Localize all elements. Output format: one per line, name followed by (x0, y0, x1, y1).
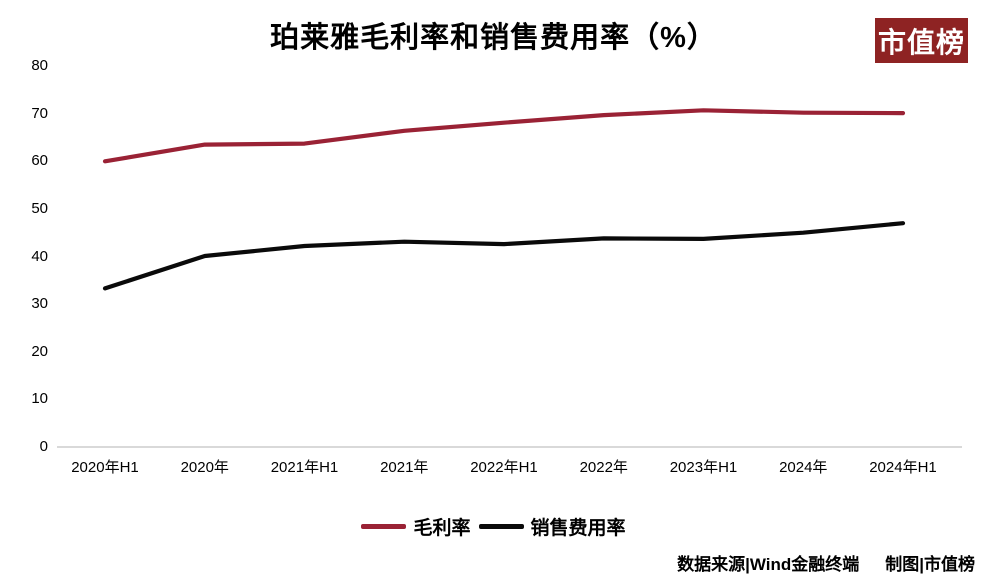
x-axis-category-label: 2024年H1 (869, 459, 937, 476)
y-axis-tick-label: 80 (31, 57, 48, 74)
legend: 毛利率 销售费用率 (0, 513, 987, 540)
x-axis-category-label: 2020年H1 (71, 459, 139, 476)
y-axis-tick-label: 50 (31, 199, 48, 217)
x-axis-category-label: 2022年H1 (470, 459, 538, 476)
x-axis-category-label: 2020年 (180, 459, 229, 476)
y-axis-tick-label: 20 (31, 342, 48, 360)
series-line-selling-expense-ratio (102, 221, 906, 291)
x-axis-category-label: 2021年 (380, 459, 429, 476)
selling-expense-line-swatch (478, 524, 524, 529)
chart-area: 0 10 20 30 40 50 60 70 80 2020年H1 2020年 2021年H1 202… (31, 57, 962, 476)
y-axis-tick-label: 30 (31, 295, 48, 313)
gross-margin-line-swatch (361, 524, 407, 529)
y-axis-tick-label: 0 (39, 438, 48, 455)
footer-credits: 数据来源|Wind金融终端 制图|市值榜 (677, 550, 975, 575)
chart-canvas-svg (57, 108, 962, 448)
chart-credit-text: 制图|市值榜 (885, 555, 975, 574)
y-axis-tick-label: 70 (31, 104, 48, 122)
legend-label: 销售费用率 (530, 518, 626, 539)
legend-item-selling-expense: 销售费用率 (478, 513, 626, 540)
data-source-text: 数据来源|Wind金融终端 (677, 555, 860, 574)
x-axis-category-label: 2022年 (579, 459, 628, 476)
y-axis-tick-label: 40 (31, 247, 48, 265)
shizhibang-logo: 市值榜 (875, 18, 968, 63)
x-axis-category-label: 2024年 (779, 459, 828, 476)
series-line-gross-margin (102, 108, 906, 164)
legend-label: 毛利率 (413, 518, 471, 539)
x-axis-category-label: 2023年H1 (669, 459, 738, 476)
logo-text: 市值榜 (877, 26, 965, 58)
y-axis-tick-label: 10 (31, 390, 48, 408)
legend-item-gross-margin: 毛利率 (361, 513, 471, 540)
chart-title: 珀莱雅毛利率和销售费用率（%） (270, 22, 717, 54)
x-axis-category-label: 2021年H1 (270, 459, 339, 476)
y-axis-tick-label: 60 (31, 152, 48, 170)
